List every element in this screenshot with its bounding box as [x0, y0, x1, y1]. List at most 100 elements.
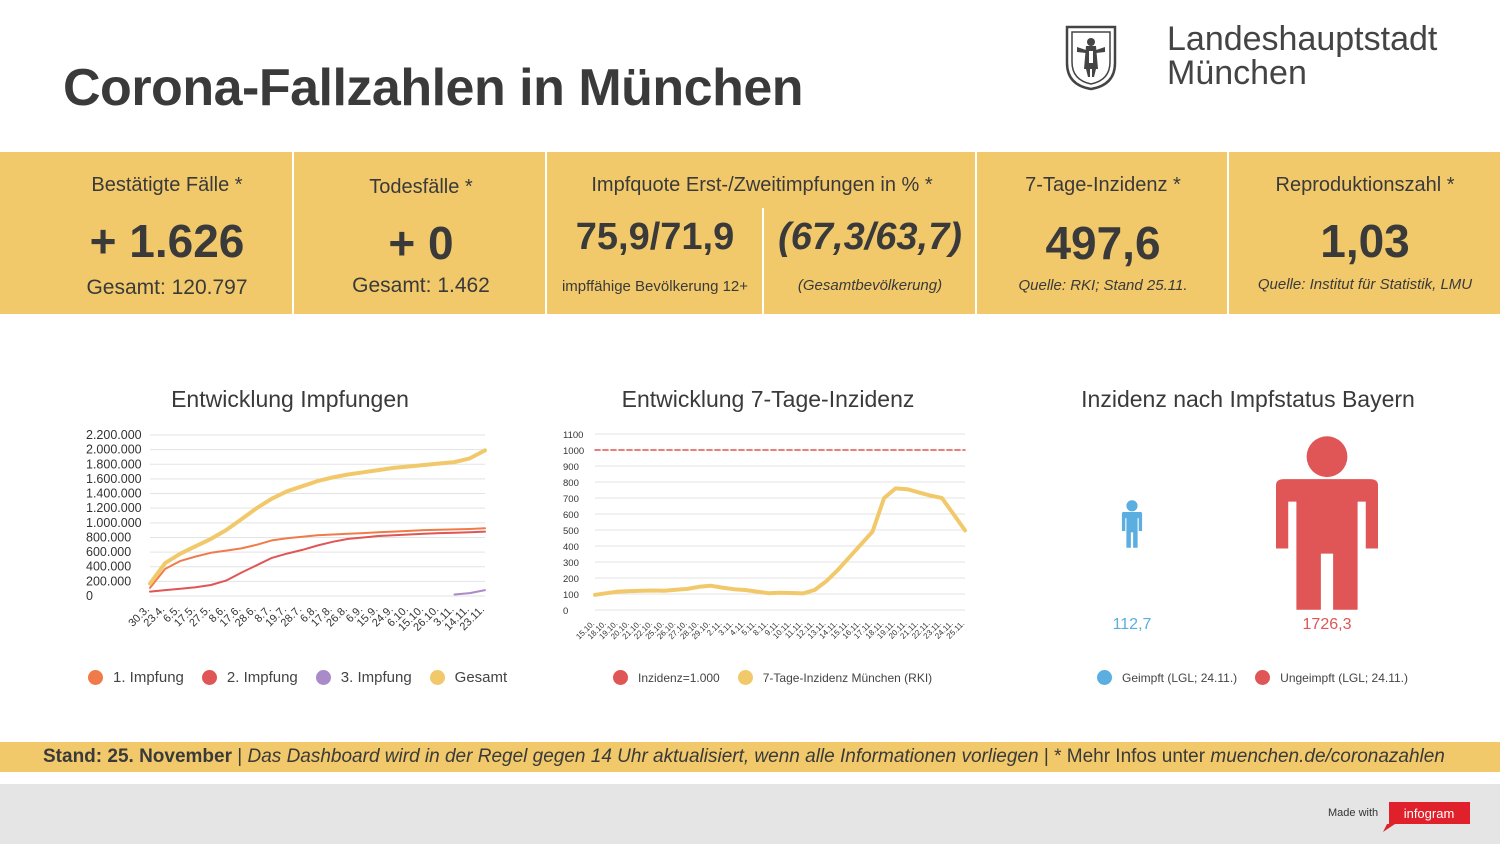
infogram-label: infogram: [1404, 806, 1455, 821]
y-tick-label: 2.200.000: [86, 428, 142, 442]
chart-incidence-legend: Inzidenz=1.000 7-Tage-Inzidenz München (…: [613, 670, 950, 685]
chart-incidence: 11001000900800700600500400300200100015.1…: [563, 430, 967, 641]
legend-item: 3. Impfung: [315, 669, 412, 686]
footer-link[interactable]: muenchen.de/coronazahlen: [1210, 746, 1445, 767]
y-tick-label: 900: [563, 462, 579, 473]
chart-status-title: Inzidenz nach Impfstatus Bayern: [1081, 386, 1415, 412]
legend-swatch: [1255, 670, 1271, 685]
legend-item: 7-Tage-Inzidenz München (RKI): [737, 670, 933, 685]
y-tick-label: 1.200.000: [86, 501, 142, 515]
legend-label: Ungeimpft (LGL; 24.11.): [1280, 670, 1409, 685]
chart-vaccinations: 2.200.0002.000.0001.800.0001.600.0001.40…: [86, 428, 487, 634]
made-with-label: Made with: [1328, 807, 1379, 819]
stats-band: Bestätigte Fälle * + 1.626 Gesamt: 120.7…: [0, 152, 1500, 314]
legend-item: Ungeimpft (LGL; 24.11.): [1255, 670, 1408, 685]
series-line: [148, 448, 487, 586]
footer-separator: |: [1043, 746, 1049, 767]
y-tick-label: 700: [563, 494, 579, 505]
stat-incidence-value: 497,6: [1045, 217, 1161, 269]
unvaccinated-value: 1726,3: [1302, 616, 1352, 633]
legend-swatch: [613, 670, 628, 685]
y-tick-label: 100: [563, 590, 579, 601]
stat-deaths-label: Todesfälle *: [369, 176, 473, 198]
y-tick-label: 600.000: [86, 545, 131, 559]
stat-r-value-source: Quelle: Institut für Statistik, LMU: [1257, 276, 1473, 293]
stat-deaths: Todesfälle * + 0 Gesamt: 1.462: [296, 152, 546, 314]
vaccinated-value: 112,7: [1112, 616, 1152, 633]
munich-coat-of-arms-icon: [1065, 25, 1117, 91]
y-tick-label: 1100: [563, 430, 583, 441]
legend-label: 3. Impfung: [340, 669, 412, 686]
legend-item: 1. Impfung: [88, 669, 184, 686]
footer-date: Stand: 25. November: [43, 746, 232, 767]
stat-deaths-total: Gesamt: 1.462: [352, 274, 490, 297]
divider: [975, 152, 977, 314]
stat-vaccination-total: (67,3/63,7) (Gesamtbevölkerung): [764, 152, 976, 314]
logo-line1: Landeshauptstadt: [1167, 20, 1438, 58]
legend-item: Inzidenz=1.000: [613, 670, 720, 685]
stat-cases-value: + 1.626: [89, 215, 245, 267]
y-tick-label: 0: [86, 589, 93, 603]
y-tick-label: 200.000: [86, 574, 131, 588]
legend-label: Gesamt: [454, 669, 508, 686]
bottom-bar: [0, 784, 1500, 844]
series-line: [149, 530, 486, 593]
divider: [762, 208, 764, 314]
stat-vaccination-eligible: 75,9/71,9 impffähige Bevölkerung 12+: [548, 152, 762, 314]
legend-label: 1. Impfung: [113, 669, 184, 686]
y-tick-label: 300: [563, 558, 579, 569]
legend-item: Geimpft (LGL; 24.11.): [1097, 670, 1237, 685]
legend-label: Geimpft (LGL; 24.11.): [1122, 670, 1238, 685]
legend-swatch: [429, 670, 445, 685]
stat-vaccination-eligible-value: 75,9/71,9: [575, 216, 735, 258]
y-tick-label: 1.400.000: [86, 487, 142, 501]
y-tick-label: 0: [563, 606, 568, 617]
person-vaccinated-icon: [1121, 500, 1143, 548]
stat-vaccination-label: Impfquote Erst-/Zweitimpfungen in % *: [591, 174, 933, 196]
legend-label: 7-Tage-Inzidenz München (RKI): [762, 670, 933, 685]
stat-incidence-label: 7-Tage-Inzidenz *: [1025, 174, 1181, 196]
infogram-logo[interactable]: infogram: [1383, 802, 1470, 832]
y-tick-label: 2.000.000: [86, 443, 142, 457]
y-tick-label: 800.000: [86, 530, 131, 544]
footer-note: Das Dashboard wird in der Regel gegen 14…: [247, 746, 1039, 767]
stat-vaccination-total-sub: (Gesamtbevölkerung): [797, 277, 943, 294]
y-tick-label: 1.800.000: [86, 457, 142, 471]
y-tick-label: 200: [563, 574, 579, 585]
y-tick-label: 800: [563, 478, 579, 489]
logo-line2: München: [1167, 54, 1307, 92]
footer-text: Stand: 25. November | Das Dashboard wird…: [43, 746, 1445, 768]
series-line: [453, 589, 486, 596]
series-line: [593, 486, 967, 597]
footer-band: [0, 742, 1500, 772]
divider: [292, 152, 294, 314]
legend-label: 2. Impfung: [226, 669, 298, 686]
legend-item: 2. Impfung: [201, 669, 298, 686]
legend-swatch: [201, 670, 217, 685]
legend-swatch: [1097, 670, 1112, 685]
stat-vaccination-eligible-sub: impffähige Bevölkerung 12+: [561, 278, 749, 295]
logo-wordmark: Landeshauptstadt München: [1167, 22, 1437, 90]
legend-swatch: [737, 670, 753, 685]
chart-incidence-title: Entwicklung 7-Tage-Inzidenz: [621, 386, 915, 412]
divider: [1227, 152, 1229, 314]
stat-deaths-value: + 0: [388, 217, 454, 269]
divider: [545, 152, 547, 314]
footer-more: * Mehr Infos unter: [1054, 746, 1206, 767]
chart-vaccinations-legend: 1. Impfung 2. Impfung 3. Impfung Gesamt: [88, 669, 525, 686]
y-tick-label: 500: [563, 526, 579, 537]
stat-cases: Bestätigte Fälle * + 1.626 Gesamt: 120.7…: [40, 152, 294, 314]
stat-r-value-value: 1,03: [1320, 215, 1410, 267]
series-line: [149, 527, 486, 589]
legend-swatch: [88, 670, 103, 685]
chart-status-legend: Geimpft (LGL; 24.11.) Ungeimpft (LGL; 24…: [1097, 670, 1426, 685]
legend-label: Inzidenz=1.000: [638, 670, 720, 685]
y-tick-label: 600: [563, 510, 579, 521]
stat-vaccination-total-value: (67,3/63,7): [778, 216, 962, 258]
y-tick-label: 1000: [563, 446, 584, 457]
person-unvaccinated-icon: [1276, 436, 1378, 610]
stat-r-value-label: Reproduktionszahl *: [1275, 174, 1455, 196]
stat-vaccination: Impfquote Erst-/Zweitimpfungen in % *: [548, 152, 976, 314]
legend-item: Gesamt: [429, 669, 508, 686]
y-tick-label: 400: [563, 542, 579, 553]
